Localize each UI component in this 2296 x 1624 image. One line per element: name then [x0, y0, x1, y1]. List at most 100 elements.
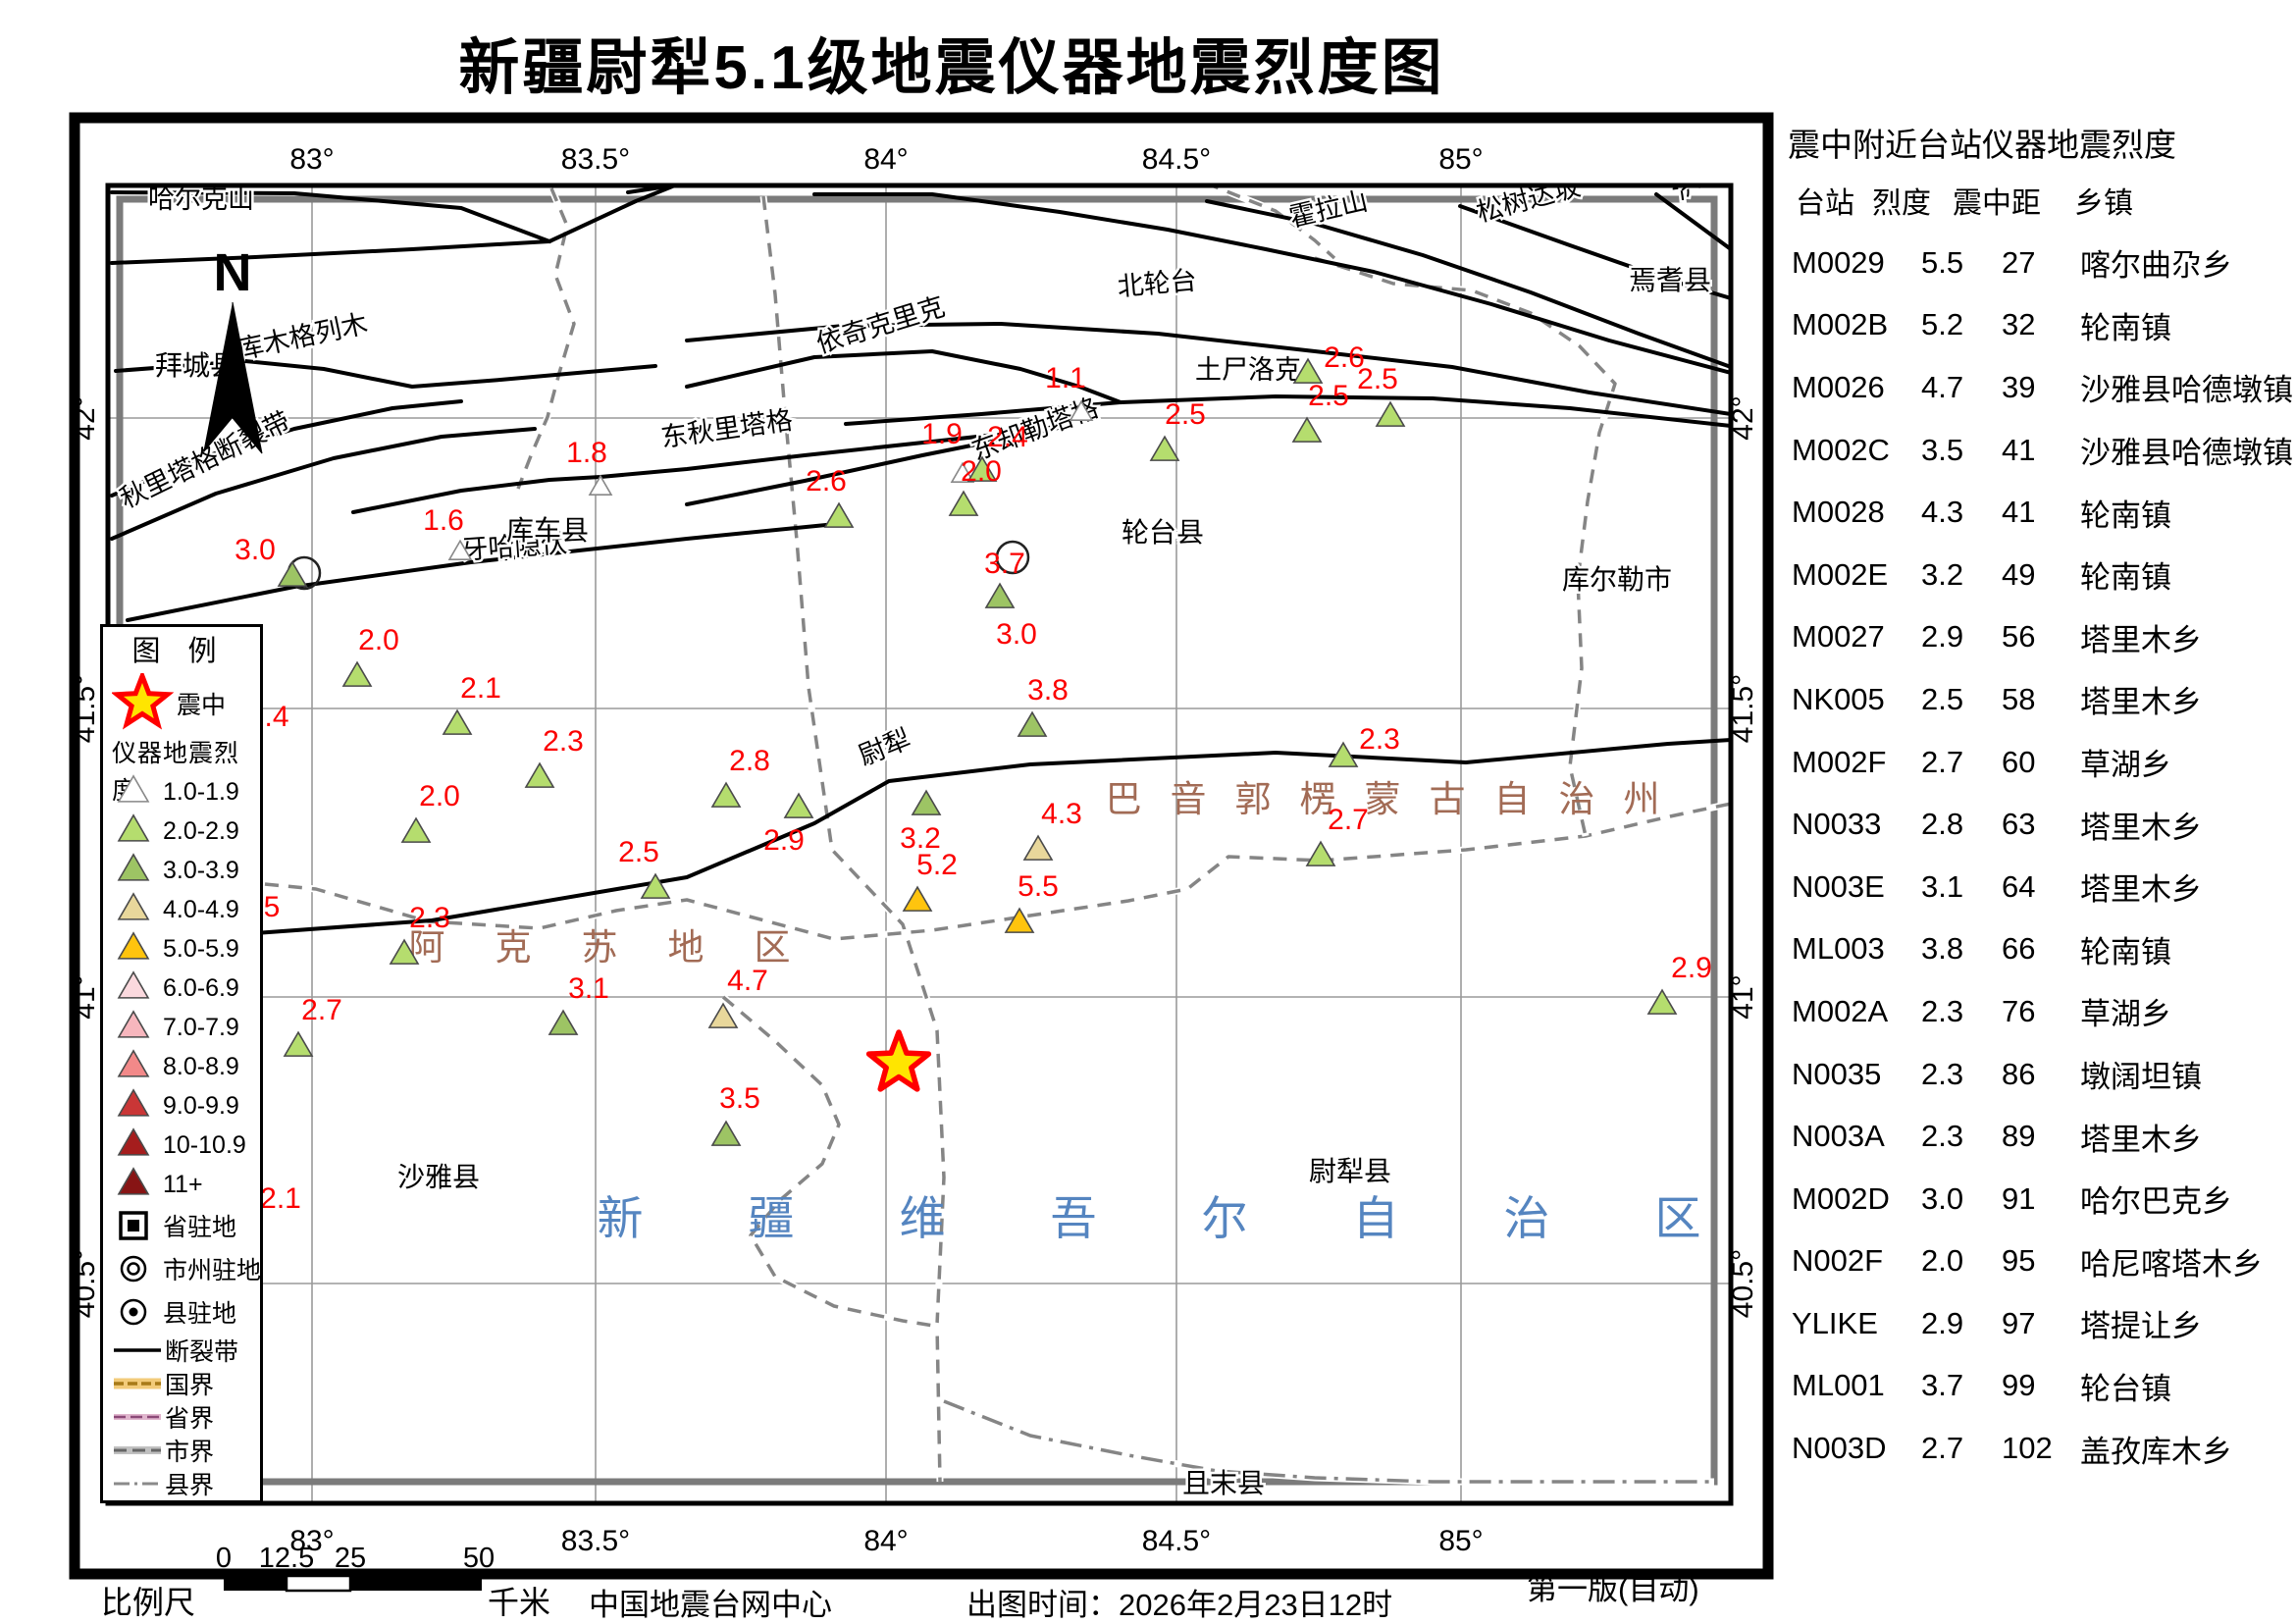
city-seat-glyph [120, 1255, 147, 1283]
intensity-triangle-icon [117, 892, 150, 920]
station-marker [277, 560, 308, 587]
fault-line [351, 421, 1073, 514]
compass-arrow [203, 302, 233, 453]
station-marker [911, 789, 942, 815]
legend-marker-label: 市州驻地 [163, 1257, 262, 1284]
station-marker [588, 474, 613, 497]
region-name-char: 治 [1559, 779, 1595, 819]
lon-tick-bottom: 83° [289, 1525, 334, 1557]
fault-line [626, 185, 688, 194]
region-name-char: 音 [1171, 779, 1207, 819]
station-table-row: YLIKE 2.9 97 塔提让乡 [1792, 1292, 2294, 1355]
legend-intensity-item: 10-10.9 [112, 1126, 260, 1165]
intensity-triangle [117, 853, 150, 881]
intensity-triangle [117, 1088, 150, 1117]
station-table-row: M002A 2.3 76 草湖乡 [1792, 980, 2294, 1043]
lon-tick-bottom: 83.5° [561, 1525, 630, 1557]
station-intensity-label: 2.7 [1328, 804, 1369, 836]
station-intensity-label: 2.5 [618, 836, 659, 868]
compass-arrow [232, 301, 263, 454]
panel-rows: M0029 5.5 27 喀尔曲尕乡 M002B 5.2 32 轮南镇 M0026 4.7 39 沙雅… [1792, 232, 2294, 1480]
legend-intensity-label: 2.0-2.9 [163, 816, 239, 845]
station-id: N003A [1792, 1119, 1885, 1154]
lat-tick-left: 40.5° [69, 1249, 101, 1318]
station-intensity: 2.5 [1921, 681, 1964, 716]
fault-label: 北轮台 [1117, 266, 1198, 302]
epicenter-star [865, 1029, 932, 1092]
station-intensity-label-partial: 2.1 [260, 1182, 301, 1215]
panel-header: 台站 烈度 震中距 乡镇 [1788, 179, 2294, 222]
station-intensity: 2.8 [1921, 807, 1964, 842]
station-id: M002B [1792, 307, 1889, 342]
intensity-triangle [117, 813, 150, 842]
station-id: M002E [1792, 556, 1889, 592]
station-marker [1328, 741, 1359, 767]
station-id: ML001 [1792, 1368, 1885, 1403]
intensity-triangle [117, 1127, 150, 1156]
legend-intensity-label: 6.0-6.9 [163, 973, 239, 1002]
intensity-triangle [117, 1010, 150, 1038]
county-seat-icon [120, 1298, 147, 1326]
fault-line [114, 359, 657, 389]
legend-marker-city: 市州驻地 [112, 1247, 262, 1290]
station-marker [548, 1009, 579, 1035]
station-marker [710, 1120, 742, 1146]
fault-line [844, 394, 1731, 428]
region-name-char: 巴 [1106, 779, 1142, 819]
station-table-row: ML001 3.7 99 轮台镇 [1792, 1355, 2294, 1418]
station-marker [950, 461, 975, 484]
region-name-char: 区 [1655, 1192, 1701, 1244]
region-name-char: 古 [1430, 779, 1466, 819]
station-town: 塔里木乡 [2080, 1122, 2202, 1157]
legend-intensity-label: 10-10.9 [163, 1130, 246, 1159]
intensity-triangle-icon [117, 970, 150, 999]
region-name-char: 疆 [749, 1192, 795, 1244]
station-id: N003E [1792, 868, 1885, 904]
admin-boundary-line [1207, 185, 1336, 260]
panel-column-header: 台站 [1796, 187, 1854, 220]
station-intensity: 3.0 [1921, 1180, 1964, 1216]
station-marker [442, 708, 473, 735]
station-marker [389, 938, 420, 965]
legend-intensity-item: 1.0-1.9 [112, 772, 260, 812]
legend-intensity-header: 仪器地震烈度 [112, 740, 240, 805]
station-id: N0033 [1792, 807, 1882, 842]
version-label: 第一版(自动) [1527, 1572, 1699, 1606]
boundary-casing [264, 800, 1731, 943]
station-intensity-label: 5.5 [1018, 870, 1059, 903]
station-distance: 102 [2002, 1431, 2053, 1466]
station-table-row: M0026 4.7 39 沙雅县哈德墩镇 [1792, 356, 2294, 419]
station-marker [1004, 907, 1035, 933]
station-intensity-label: 2.3 [409, 902, 450, 934]
admin-boundary-line [761, 195, 946, 1483]
station-table-row: M002C 3.5 41 沙雅县哈德墩镇 [1792, 419, 2294, 482]
station-distance: 56 [2002, 619, 2036, 655]
legend-intensity-label: 3.0-3.9 [163, 856, 239, 884]
station-id: M002F [1792, 744, 1887, 779]
station-intensity: 3.7 [1921, 1368, 1964, 1403]
region-name-char: 治 [1504, 1192, 1550, 1244]
legend-line-provincial: 省界 [112, 1400, 260, 1434]
station-marker [1305, 840, 1336, 866]
station-distance: 99 [2002, 1368, 2036, 1403]
station-intensity-label-partial: 5 [264, 891, 281, 923]
station-table-row: ML003 3.8 66 轮南镇 [1792, 918, 2294, 981]
fault-line [548, 185, 681, 243]
legend-line-list: 断裂带 国界 省界 市界 县界 [112, 1334, 260, 1500]
station-town: 沙雅县哈德墩镇 [2080, 436, 2293, 471]
lon-tick-bottom: 85° [1438, 1525, 1483, 1557]
station-marker [1022, 834, 1054, 861]
region-name-char: 蒙 [1365, 779, 1401, 819]
national-line-icon [114, 1378, 161, 1389]
fault-line [1458, 204, 1731, 300]
fault-line [110, 427, 537, 541]
fault-label: 霍拉山 [1286, 186, 1371, 233]
station-intensity: 2.3 [1921, 1056, 1964, 1091]
station-table-row: NK005 2.5 58 塔里木乡 [1792, 668, 2294, 731]
legend-intensity-list: 1.0-1.9 2.0-2.9 3.0-3.9 4.0-4.9 5.0-5.9 6.0-6… [112, 772, 260, 1204]
station-town: 轮南镇 [2080, 310, 2171, 345]
station-id: M0029 [1792, 244, 1885, 280]
station-table-row: N003D 2.7 102 盖孜库木乡 [1792, 1417, 2294, 1480]
legend-marker-list: 省驻地 市州驻地 县驻地 [112, 1204, 262, 1334]
station-town: 塔里木乡 [2080, 810, 2202, 845]
